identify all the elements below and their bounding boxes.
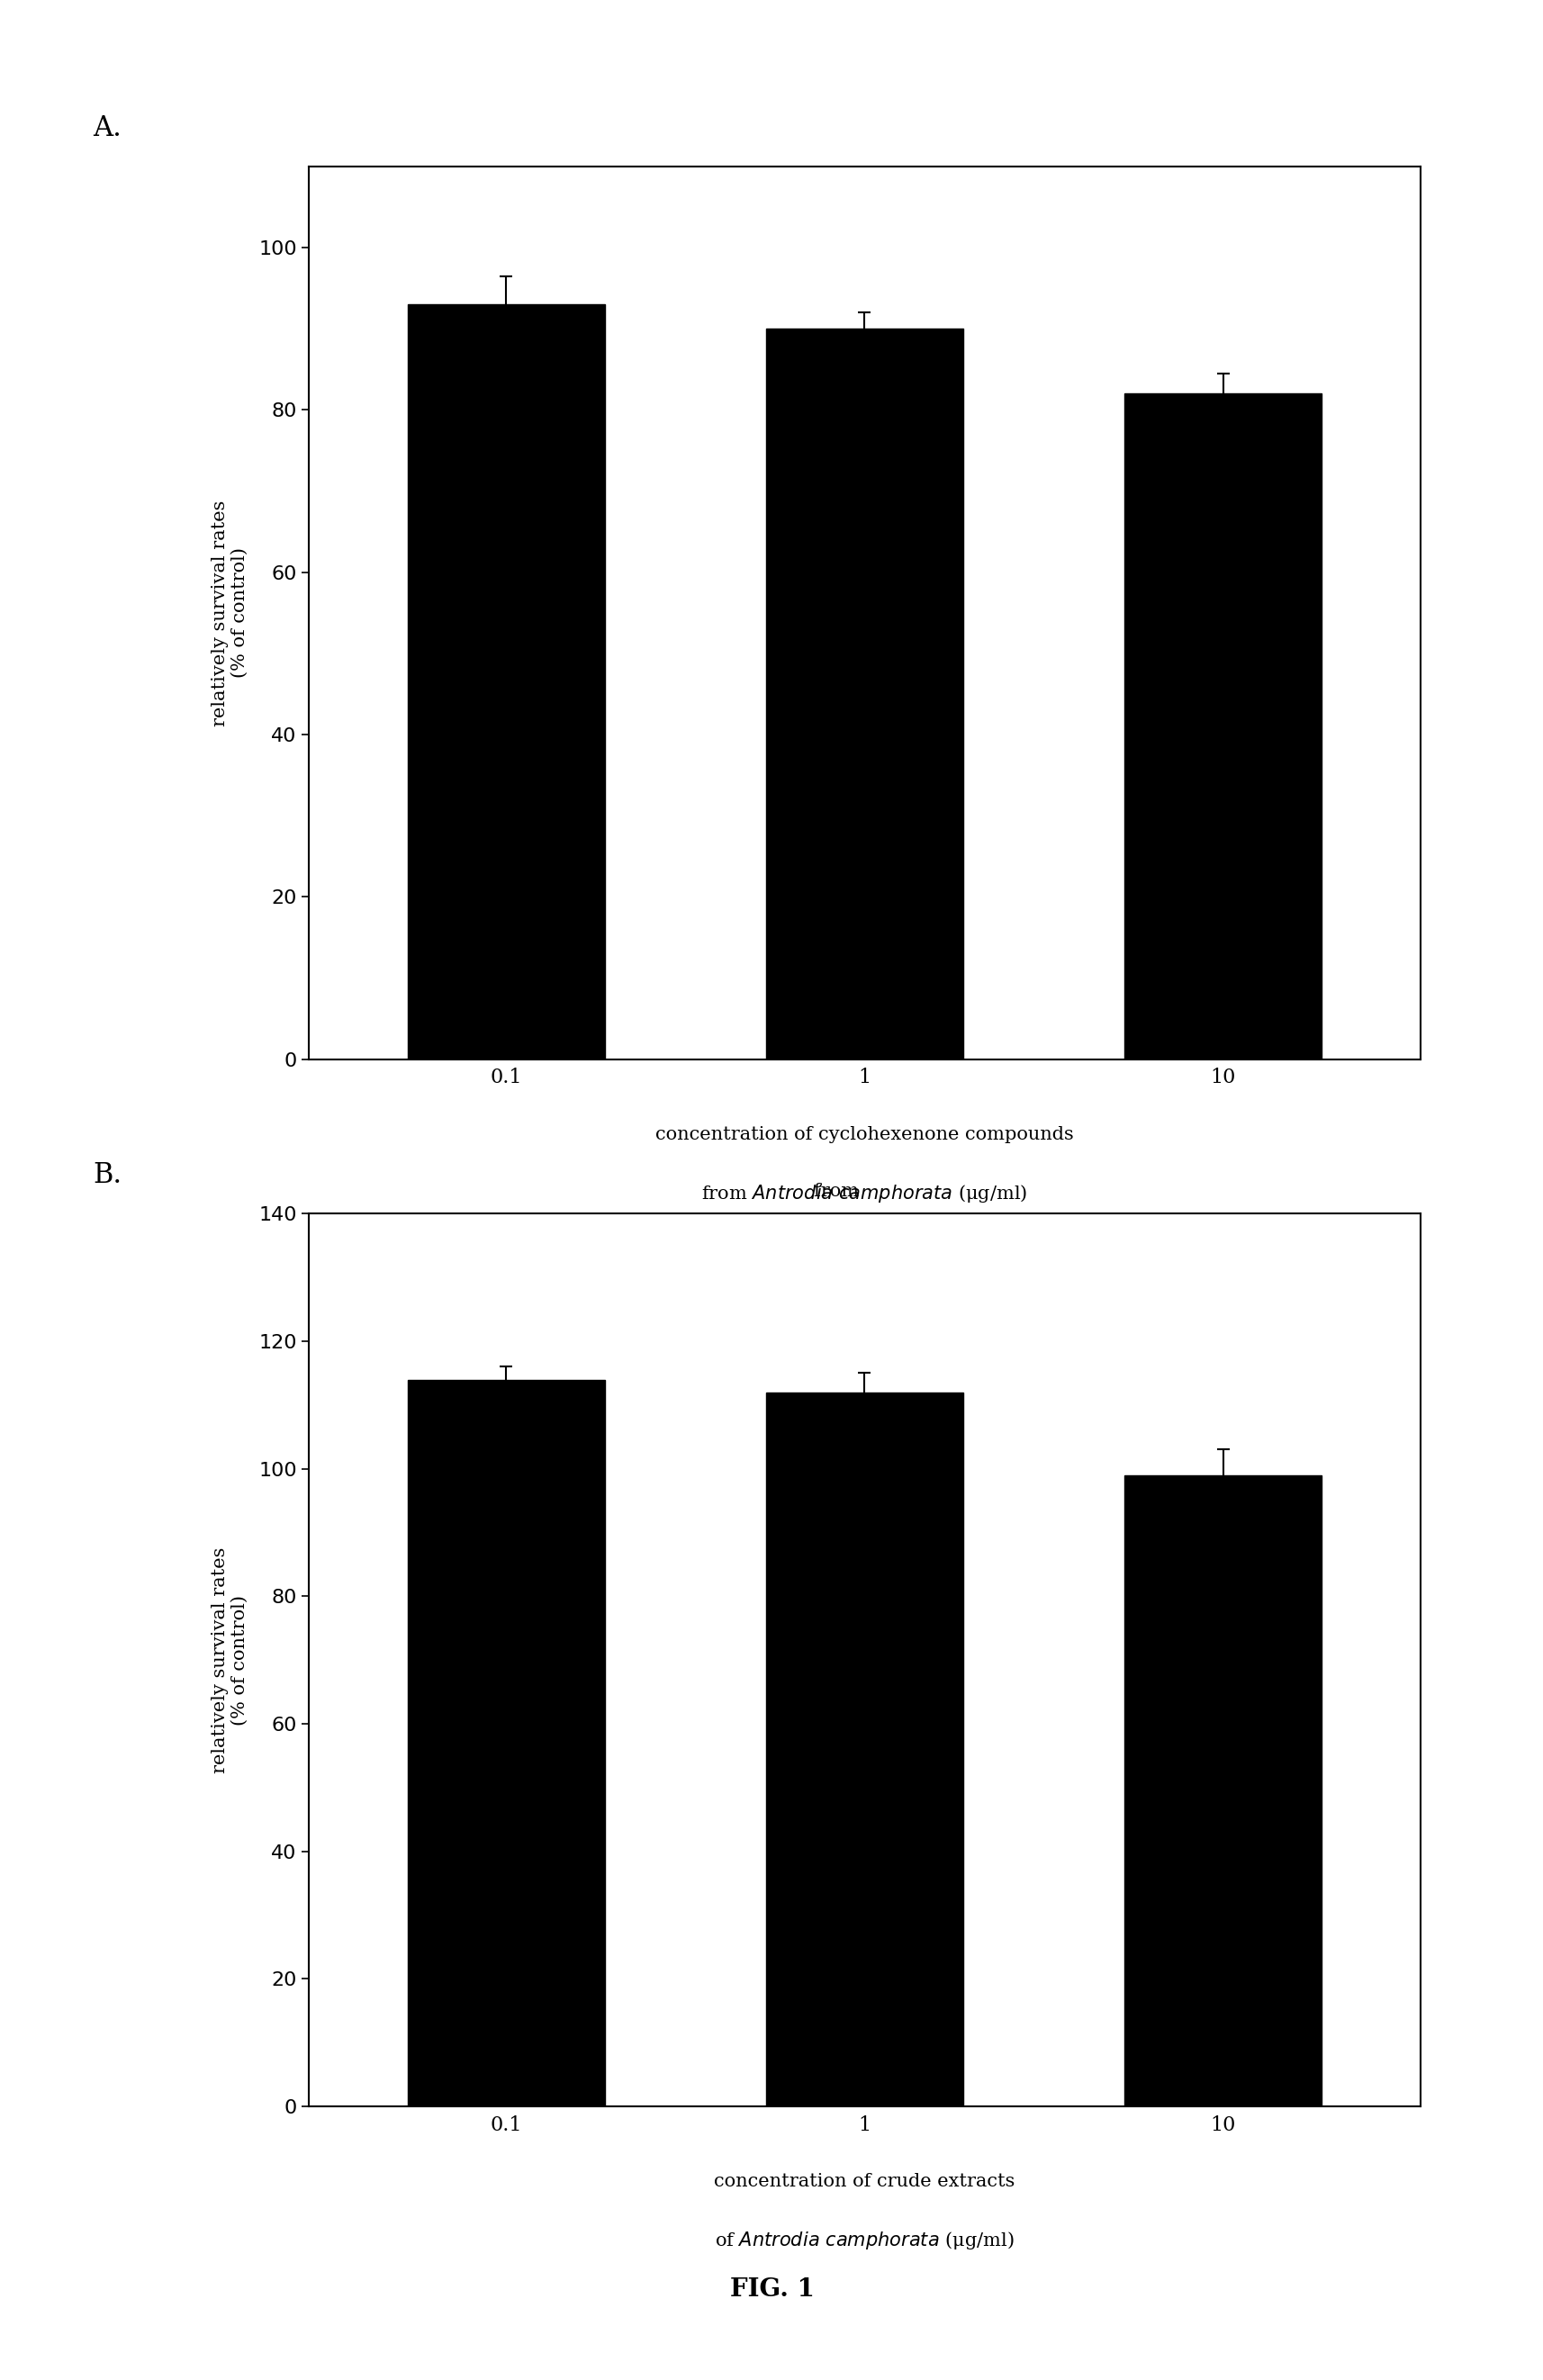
Y-axis label: relatively survival rates
(% of control): relatively survival rates (% of control)	[211, 1547, 248, 1773]
Text: B.: B.	[93, 1161, 122, 1190]
Bar	[1123, 393, 1321, 1059]
Text: from $\it{Antrodia\ camphorata}$ (μg/ml): from $\it{Antrodia\ camphorata}$ (μg/ml)	[701, 1183, 1028, 1204]
Bar	[407, 1380, 605, 2106]
Text: of $\it{Antrodia\ camphorata}$ (μg/ml): of $\it{Antrodia\ camphorata}$ (μg/ml)	[714, 2230, 1014, 2251]
Text: concentration of crude extracts: concentration of crude extracts	[714, 2173, 1014, 2190]
Bar	[765, 1392, 963, 2106]
Bar	[407, 305, 605, 1059]
Text: A.: A.	[93, 114, 122, 143]
Text: FIG. 1: FIG. 1	[730, 2278, 813, 2301]
Text: from: from	[813, 1183, 864, 1200]
Bar	[1123, 1476, 1321, 2106]
Y-axis label: relatively survival rates
(% of control): relatively survival rates (% of control)	[211, 500, 248, 726]
Text: concentration of cyclohexenone compounds: concentration of cyclohexenone compounds	[656, 1126, 1072, 1142]
Bar	[765, 328, 963, 1059]
